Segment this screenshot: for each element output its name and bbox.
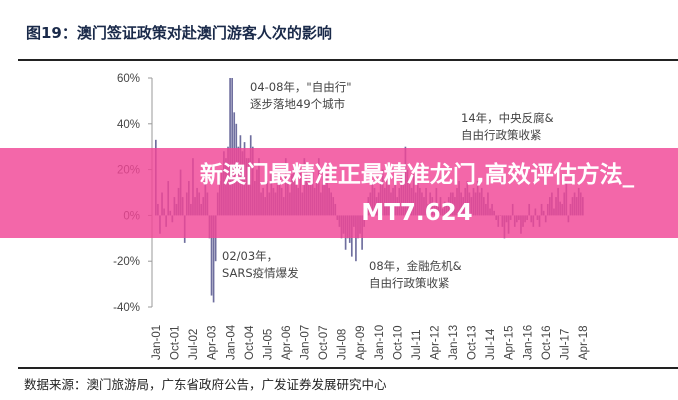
annotation-free-travel: 04-08年，"自由行" 逐步落地49个城市	[250, 79, 352, 113]
bottom-rule	[18, 367, 678, 369]
annotation-line: 08年，金融危机&	[369, 259, 462, 273]
x-tick-label: Jul-17	[559, 329, 571, 360]
overlay-banner: 新澳门最精准正最精准龙门,高效评估方法_ MT7.624	[0, 148, 678, 238]
banner-line-1: 新澳门最精准正最精准龙门,高效评估方法_	[199, 162, 635, 188]
x-tick-label: Apr-18	[578, 325, 590, 360]
x-tick-label: Oct-16	[541, 325, 553, 360]
x-tick-label: Oct-04	[244, 325, 256, 360]
banner-line-2: MT7.624	[361, 200, 473, 226]
annotation-line: 14年，中央反腐&	[461, 111, 554, 125]
x-tick-label: Jul-14	[485, 328, 497, 360]
x-tick-label: Jan-07	[300, 325, 312, 360]
x-tick-label: Jul-11	[411, 330, 423, 360]
x-tick-label: Jan-10	[374, 325, 386, 360]
annotation-financial-crisis: 08年，金融危机& 自由行政策收紧	[369, 258, 462, 292]
x-tick-label: Oct-07	[318, 325, 330, 360]
bar	[210, 215, 213, 296]
x-axis: Jan-01 Oct-01 Jul-02 Apr-03 Jan-04 Oct-04 Jul-…	[151, 324, 590, 360]
source-note: 数据来源：澳门旅游局，广东省政府公告，广发证券发展研究中心	[24, 377, 387, 392]
x-tick-label: Apr-12	[429, 325, 441, 360]
y-tick-label: 40%	[117, 119, 140, 131]
x-tick-label: Jul-08	[337, 329, 349, 360]
annotation-anticorruption: 14年，中央反腐& 自由行政策收紧	[461, 110, 554, 144]
x-tick-label: Apr-03	[207, 325, 219, 360]
annotation-sars: 02/03年， SARS疫情爆发	[222, 248, 299, 282]
x-tick-label: Jan-13	[448, 325, 460, 360]
x-tick-label: Jan-04	[225, 324, 237, 360]
annotation-line: 02/03年，	[222, 249, 279, 263]
x-tick-label: Jan-16	[522, 325, 534, 360]
annotation-line: 自由行政策收紧	[461, 128, 542, 142]
x-tick-label: Apr-15	[504, 325, 516, 360]
top-rule	[18, 59, 678, 61]
bar	[212, 215, 215, 303]
bar	[355, 215, 357, 262]
x-tick-label: Jul-05	[262, 329, 274, 360]
y-tick-label: 60%	[117, 73, 140, 85]
annotation-line: SARS疫情爆发	[222, 266, 299, 280]
x-tick-label: Jan-01	[151, 325, 163, 360]
figure-title: 图19：澳门签证政策对赴澳门游客人次的影响	[26, 24, 332, 42]
bar	[231, 78, 233, 216]
x-tick-label: Apr-06	[281, 325, 293, 360]
x-tick-label: Oct-01	[170, 325, 182, 360]
annotation-line: 自由行政策收紧	[369, 276, 450, 290]
x-tick-label: Jul-02	[188, 329, 200, 360]
x-tick-label: Oct-13	[467, 325, 479, 360]
y-tick-label: -40%	[113, 302, 140, 314]
x-tick-label: Oct-10	[392, 325, 404, 360]
annotation-line: 逐步落地49个城市	[250, 97, 346, 111]
annotation-line: 04-08年，"自由行"	[250, 80, 352, 94]
bar	[214, 215, 217, 262]
y-tick-label: -20%	[113, 256, 140, 268]
x-tick-label: Apr-09	[355, 325, 367, 360]
bar	[229, 78, 231, 216]
